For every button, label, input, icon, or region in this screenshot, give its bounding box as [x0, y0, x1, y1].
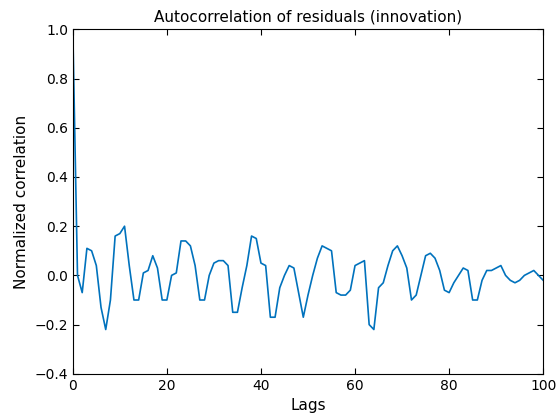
- Y-axis label: Normalized correlation: Normalized correlation: [14, 115, 29, 289]
- Title: Autocorrelation of residuals (innovation): Autocorrelation of residuals (innovation…: [154, 9, 462, 24]
- X-axis label: Lags: Lags: [290, 398, 326, 413]
